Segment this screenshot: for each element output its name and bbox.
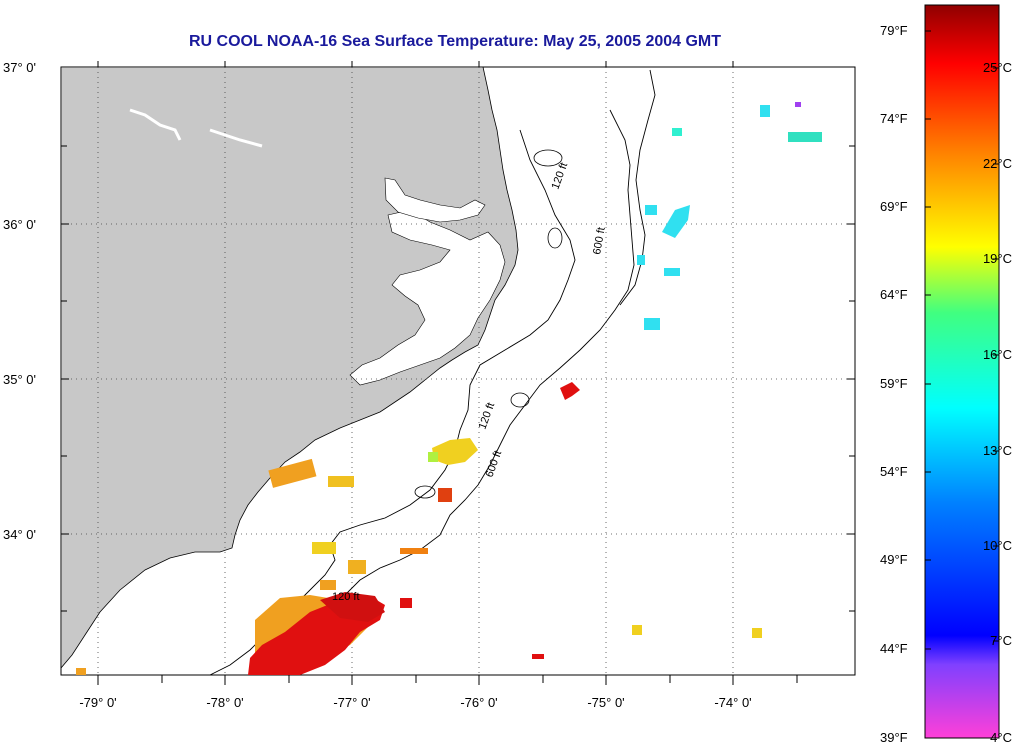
inland-river xyxy=(129,108,263,148)
c-label-4: 4°C xyxy=(990,730,1012,745)
lat-label-35: 35° 0' xyxy=(3,372,36,387)
f-label-59: 59°F xyxy=(880,376,908,391)
sst-red-patch-offshore xyxy=(560,382,580,400)
f-label-79: 79°F xyxy=(880,23,908,38)
color-bar xyxy=(924,4,1000,739)
colorbar-fahrenheit-labels: 79°F 74°F 69°F 64°F 59°F 54°F 49°F 44°F … xyxy=(880,23,908,745)
f-label-39: 39°F xyxy=(880,730,908,745)
colorbar-ticks xyxy=(925,30,999,650)
c-label-10: 10°C xyxy=(983,538,1012,553)
c-label-25: 25°C xyxy=(983,60,1012,75)
sst-warm-patch xyxy=(248,592,385,675)
lon-label-77: -77° 0' xyxy=(333,695,370,710)
isobath-600ft-outer xyxy=(619,69,656,306)
pamlico-sound xyxy=(349,209,506,386)
lat-label-36: 36° 0' xyxy=(3,217,36,232)
c-label-7: 7°C xyxy=(990,633,1012,648)
lon-label-76: -76° 0' xyxy=(460,695,497,710)
axis-ticks xyxy=(61,61,855,685)
lat-label-34: 34° 0' xyxy=(3,527,36,542)
c-label-19: 19°C xyxy=(983,251,1012,266)
sst-cyan-patches xyxy=(637,102,822,330)
lon-label-79: -79° 0' xyxy=(79,695,116,710)
isobath-label-120-south: 120 ft xyxy=(332,591,360,603)
colorbar-celsius-labels: 25°C 22°C 19°C 16°C 13°C 10°C 7°C 4°C xyxy=(983,60,1012,745)
f-label-44: 44°F xyxy=(880,641,908,656)
c-label-13: 13°C xyxy=(983,443,1012,458)
lat-label-37: 37° 0' xyxy=(3,60,36,75)
c-label-16: 16°C xyxy=(983,347,1012,362)
map-title: RU COOL NOAA-16 Sea Surface Temperature:… xyxy=(188,33,722,50)
f-label-69: 69°F xyxy=(880,199,908,214)
lon-label-78: -78° 0' xyxy=(206,695,243,710)
lon-label-75: -75° 0' xyxy=(587,695,624,710)
lon-label-74: -74° 0' xyxy=(714,695,751,710)
isobath-label-600-north: 600 ft xyxy=(591,226,608,255)
f-label-64: 64°F xyxy=(880,287,908,302)
c-label-22: 22°C xyxy=(983,156,1012,171)
f-label-49: 49°F xyxy=(880,552,908,567)
sst-yellow-patch xyxy=(428,438,478,465)
f-label-54: 54°F xyxy=(880,464,908,479)
albemarle-sound xyxy=(384,177,486,223)
sst-orange-patches xyxy=(76,458,762,675)
f-label-74: 74°F xyxy=(880,111,908,126)
